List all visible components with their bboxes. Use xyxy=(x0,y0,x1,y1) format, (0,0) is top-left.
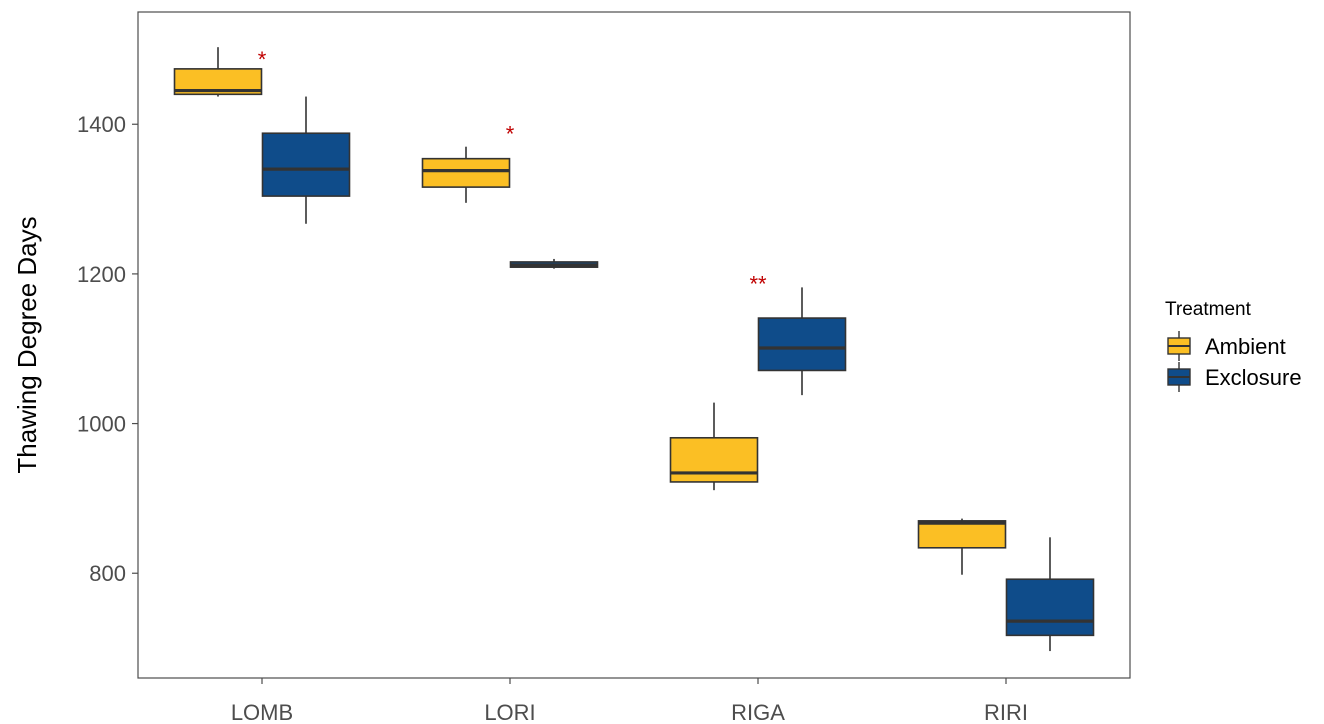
legend-key-exclosure xyxy=(1167,362,1191,392)
legend-label: Exclosure xyxy=(1205,365,1302,390)
legend-title: Treatment xyxy=(1165,299,1252,320)
y-tick-label: 1200 xyxy=(77,262,126,287)
x-tick-label: RIRI xyxy=(984,700,1028,724)
box-ambient-lomb xyxy=(173,47,263,97)
significance-label: * xyxy=(506,122,515,147)
legend: Treatment Ambient Exclosure xyxy=(1165,299,1302,392)
box-body xyxy=(669,436,759,483)
y-tick-label: 1400 xyxy=(77,112,126,137)
legend-label: Ambient xyxy=(1205,334,1286,359)
legend-key-ambient xyxy=(1167,331,1191,361)
x-tick-label: RIGA xyxy=(731,700,785,724)
significance-label: * xyxy=(258,47,267,72)
y-tick-label: 1000 xyxy=(77,412,126,437)
annotations-layer: **** xyxy=(258,47,767,296)
box-body xyxy=(421,157,511,188)
box-body xyxy=(261,132,351,197)
y-tick-label: 800 xyxy=(89,561,126,586)
box-body xyxy=(1005,578,1095,637)
box-exclosure-riri xyxy=(1005,537,1095,652)
boxes-layer xyxy=(173,47,1095,652)
box-ambient-riga xyxy=(669,402,759,491)
box-exclosure-lomb xyxy=(261,96,351,224)
y-axis-title: Thawing Degree Days xyxy=(12,216,42,473)
x-axis: LOMB LORI RIGA RIRI xyxy=(231,678,1028,724)
legend-items: Ambient Exclosure xyxy=(1167,331,1302,392)
box-ambient-riri xyxy=(917,518,1007,575)
box-body xyxy=(757,317,847,372)
x-tick-label: LOMB xyxy=(231,700,293,724)
significance-label: ** xyxy=(749,271,767,296)
box-exclosure-lori xyxy=(509,258,599,269)
y-axis: 800 1000 1200 1400 xyxy=(77,112,138,586)
plot-panel xyxy=(137,11,1131,679)
box-ambient-lori xyxy=(421,146,511,203)
x-tick-label: LORI xyxy=(484,700,535,724)
box-body xyxy=(917,520,1007,549)
box-exclosure-riga xyxy=(757,287,847,396)
